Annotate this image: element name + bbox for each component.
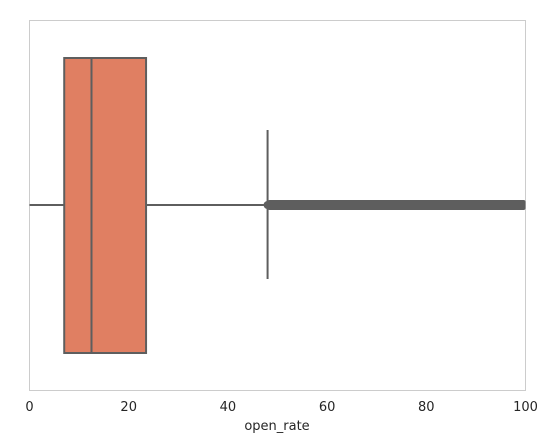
x-tick-label: 80 [418,400,435,415]
x-tick-label: 0 [25,400,33,415]
x-tick-label: 100 [513,400,538,415]
box-layer [29,57,526,354]
iqr-box [63,57,148,354]
x-tick-label: 20 [120,400,137,415]
outlier-point-first [263,201,272,209]
x-tick-label: 40 [220,400,237,415]
x-tick-label: 60 [319,400,336,415]
x-axis-ticks: 0 20 40 60 80 100 [25,400,538,415]
x-axis-label: open_rate [244,419,309,434]
outlier-points [267,200,526,210]
